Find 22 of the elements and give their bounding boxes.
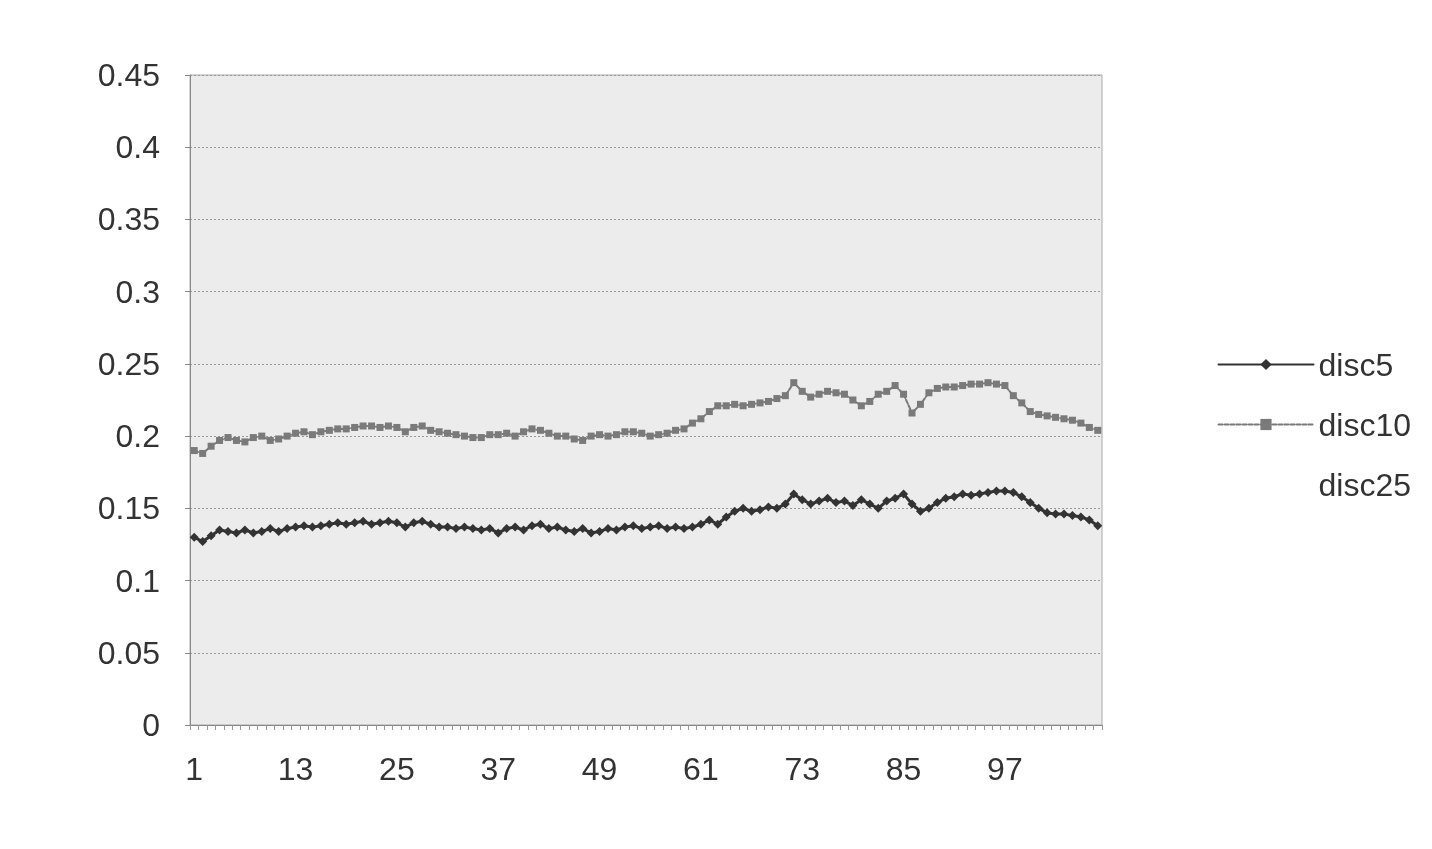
legend-label: disc10 (1318, 406, 1411, 443)
legend-label: disc5 (1318, 346, 1394, 383)
y-tick-label: 0.4 (115, 129, 160, 166)
y-tick-label: 0.15 (97, 490, 160, 527)
y-tick-label: 0.1 (115, 562, 160, 599)
y-tick-label: 0.45 (97, 57, 160, 93)
x-tick-label: 49 (581, 751, 618, 787)
y-tick-label: 0.05 (97, 634, 160, 671)
y-tick-label: 0 (142, 707, 160, 743)
y-tick-label: 0.3 (115, 273, 160, 310)
x-tick-label: 37 (480, 751, 517, 787)
x-tick-label: 85 (885, 751, 922, 787)
y-tick-label: 0.2 (115, 418, 160, 455)
x-tick-label: 73 (784, 751, 821, 787)
x-tick-label: 25 (379, 751, 415, 787)
text: disc25 (1318, 466, 1411, 503)
x-tick-label: 1 (185, 751, 204, 787)
y-tick-label: 0.25 (97, 345, 160, 382)
y-tick-label: 0.35 (97, 201, 160, 238)
x-tick-label: 61 (683, 751, 719, 787)
x-tick-label: 97 (987, 751, 1023, 787)
x-tick-label: 13 (277, 751, 314, 787)
